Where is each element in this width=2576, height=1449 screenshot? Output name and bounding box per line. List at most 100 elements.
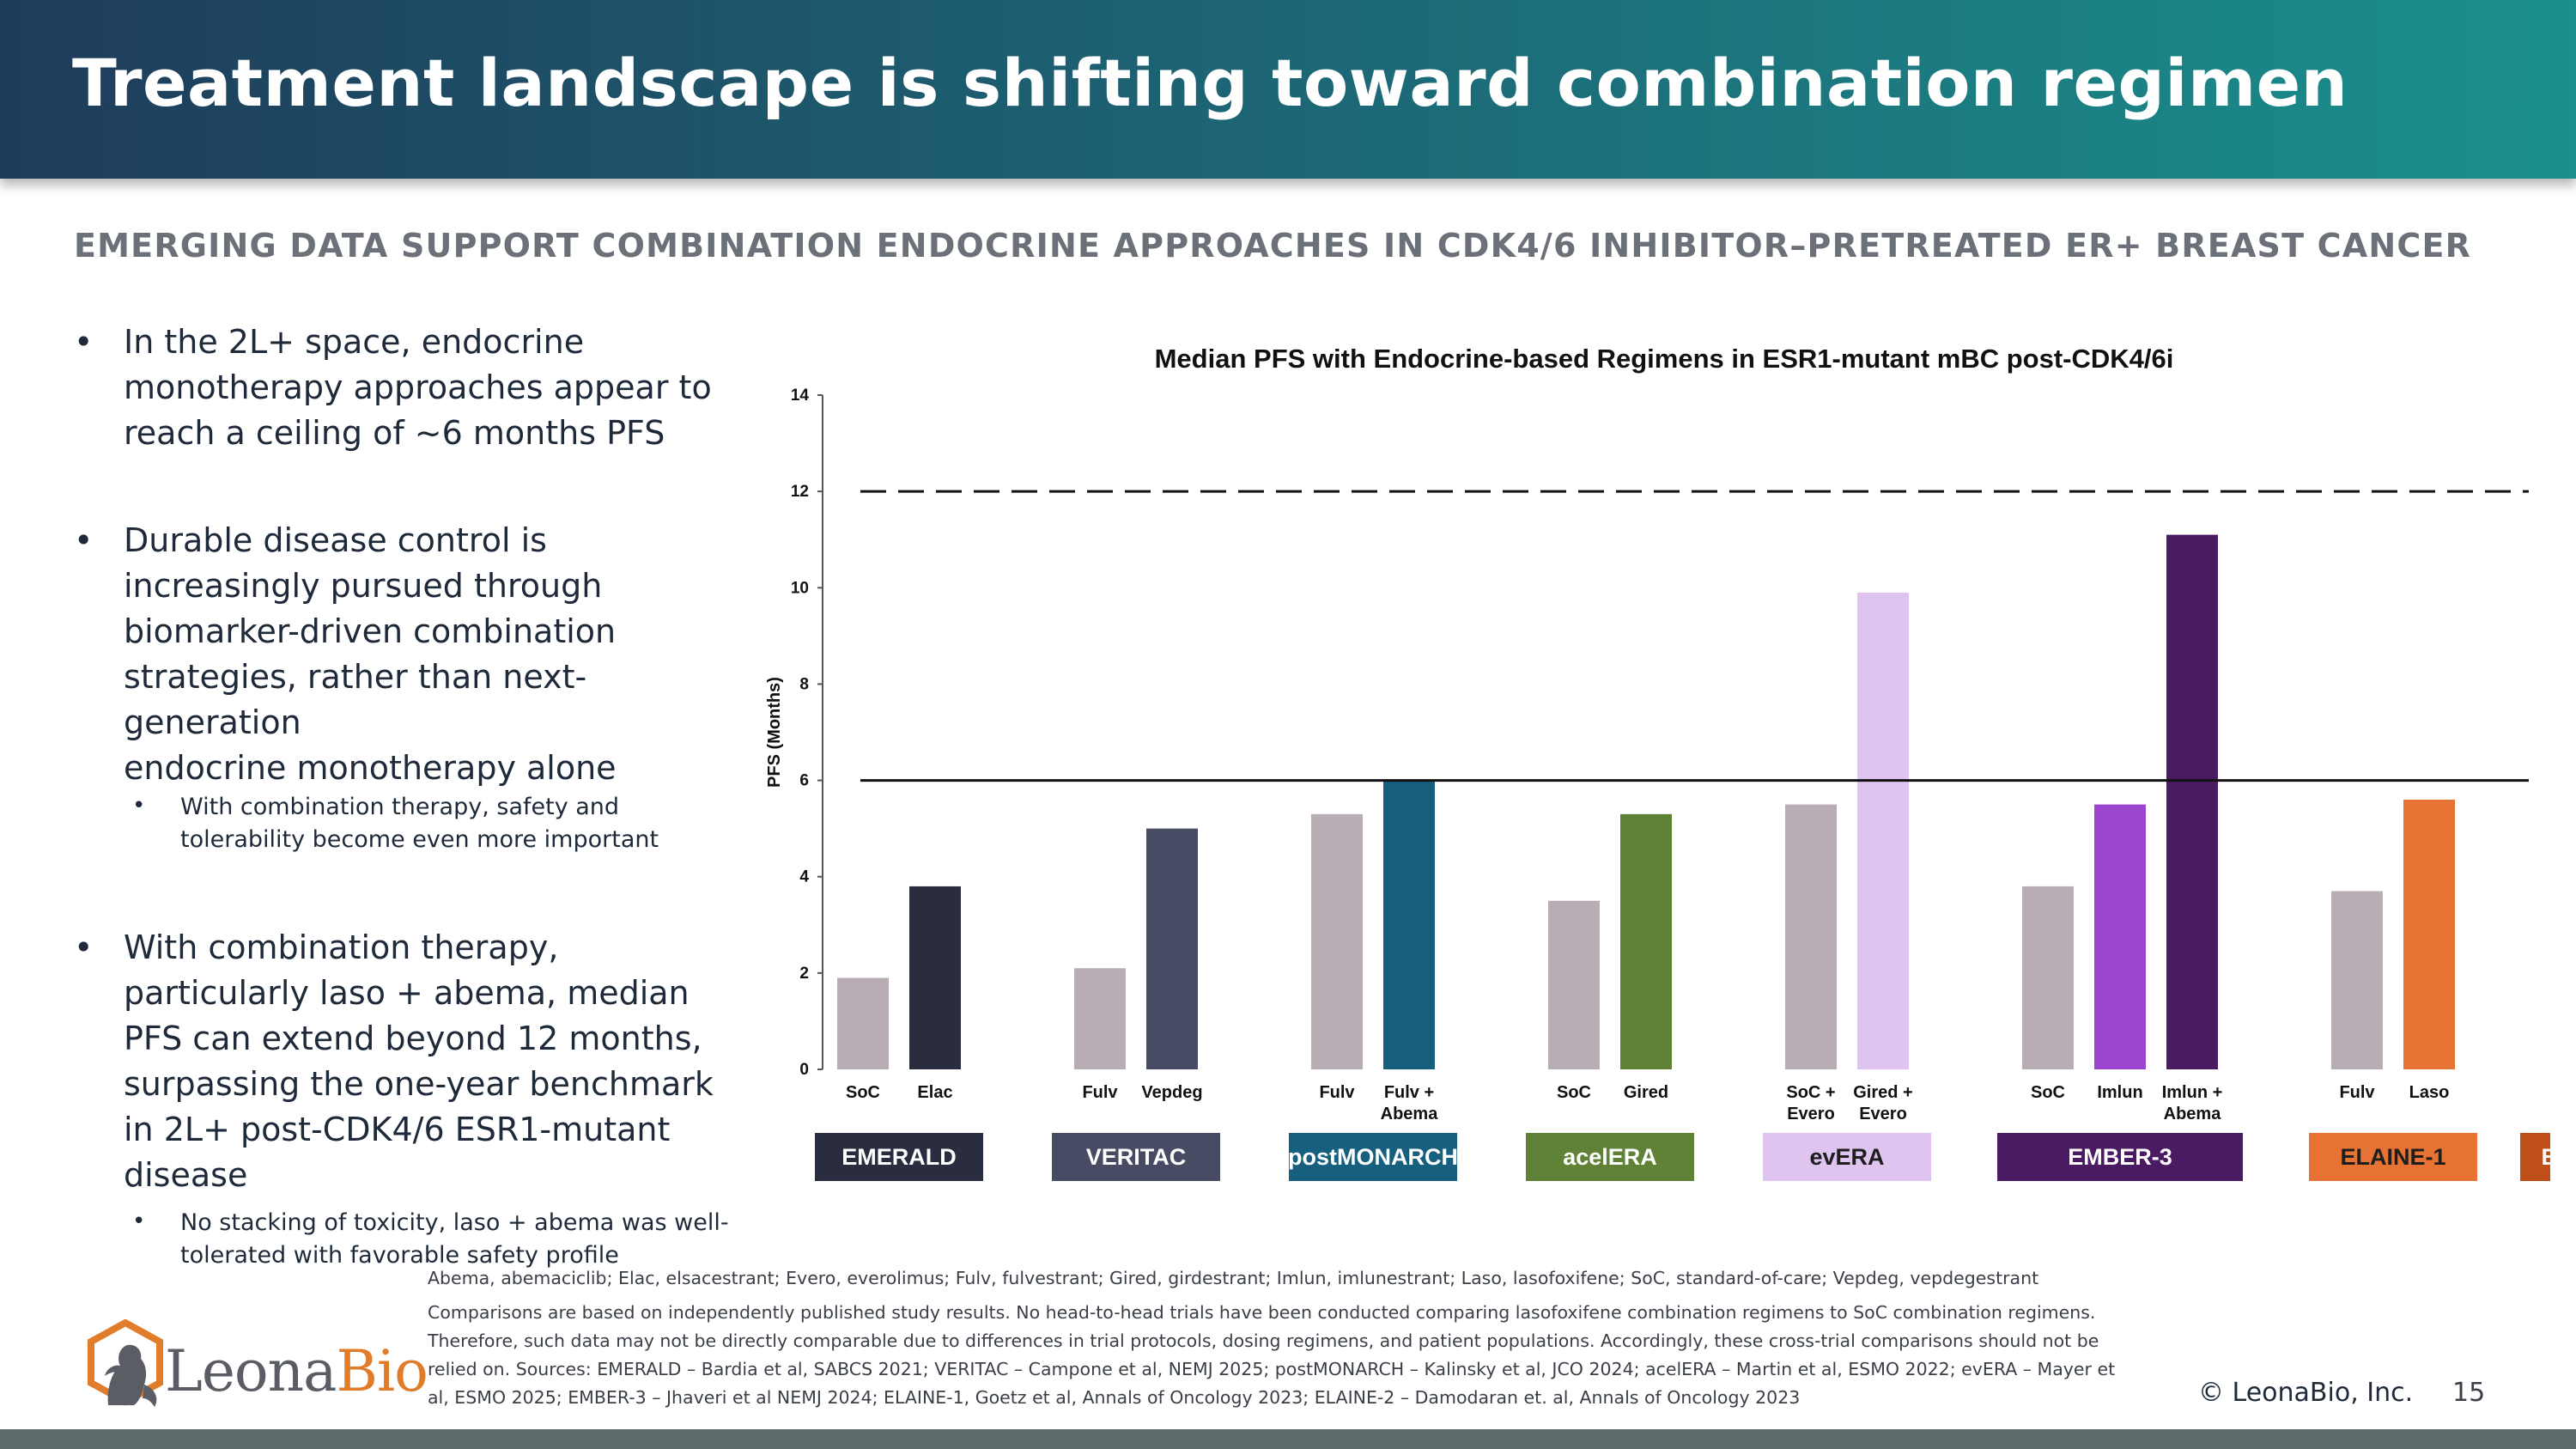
footnotes: Abema, abemaciclib; Elac, elsacestrant; …: [428, 1264, 2214, 1412]
x-tick-label: SoC +: [1786, 1083, 1835, 1102]
bar-evera-1: [1857, 592, 1909, 1069]
bullet-line: in 2L+ post-CDK4/6 ESR1-mutant: [124, 1111, 671, 1148]
chart-canvas: Median PFS with Endocrine-based Regimens…: [765, 344, 2550, 1181]
sub-bullet-dot: •: [132, 793, 146, 819]
y-tick-label: 10: [791, 579, 809, 597]
x-tick-label: Fulv: [2339, 1083, 2375, 1102]
copyright: © LeonaBio, Inc.: [2198, 1378, 2414, 1408]
company-logo: LeonaBio: [82, 1318, 428, 1414]
bar-ember-3-1: [2094, 804, 2146, 1069]
y-tick-label: 2: [799, 965, 809, 983]
slide-subtitle: EMERGING DATA SUPPORT COMBINATION ENDOCR…: [74, 227, 2472, 265]
bullet-line: biomarker-driven combination: [124, 612, 617, 650]
x-tick-label: SoC: [846, 1083, 880, 1102]
bar-evera-0: [1785, 804, 1837, 1069]
pfs-bar-chart: Median PFS with Endocrine-based Regimens…: [756, 326, 2550, 1202]
bullet-3: • With combination therapy, particularly…: [69, 925, 756, 1198]
bullet-dot: •: [74, 323, 94, 361]
bar-acelera-0: [1548, 900, 1600, 1069]
trial-badge-postmonarch: [1289, 1133, 1457, 1181]
bar-emerald-0: [837, 977, 889, 1069]
x-tick-label: Imlun: [2097, 1083, 2142, 1102]
y-tick-label: 6: [799, 772, 809, 790]
x-tick-label: Gired: [1624, 1083, 1668, 1102]
trial-label: ELAINE-2: [2541, 1144, 2550, 1170]
bar-postmonarch-0: [1311, 813, 1363, 1069]
bar-elaine-1-1: [2403, 800, 2455, 1069]
bullet-line: particularly laso + abema, median: [124, 974, 690, 1012]
sub-bullet-2: • With combination therapy, safety and t…: [69, 791, 756, 856]
bullet-dot: •: [74, 521, 94, 559]
bar-emerald-1: [909, 886, 961, 1069]
trial-label: EMBER-3: [2068, 1144, 2172, 1170]
bullet-line: surpassing the one-year benchmark: [124, 1065, 714, 1103]
sub-bullet-line: With combination therapy, safety and: [180, 794, 620, 820]
x-tick-label: SoC: [1557, 1083, 1591, 1102]
bullet-line: With combination therapy,: [124, 928, 559, 966]
slide-title: Treatment landscape is shifting toward c…: [72, 45, 2348, 121]
y-tick-label: 0: [799, 1061, 809, 1079]
trial-badge-veritac: [1052, 1133, 1220, 1181]
bullet-list: • In the 2L+ space, endocrine monotherap…: [69, 320, 756, 1272]
bullet-line: Durable disease control is: [124, 521, 547, 559]
logo-text-leona: Leona: [165, 1338, 337, 1404]
footnote-line: al, ESMO 2025; EMBER-3 – Jhaveri et al N…: [428, 1387, 1801, 1408]
bullet-line: PFS can extend beyond 12 months,: [124, 1020, 702, 1057]
sub-bullet-dot: •: [132, 1209, 146, 1234]
y-axis-label: PFS (Months): [765, 677, 784, 788]
bar-veritac-1: [1146, 828, 1198, 1069]
y-tick-label: 8: [799, 675, 809, 693]
bullet-1: • In the 2L+ space, endocrine monotherap…: [69, 320, 756, 456]
trial-badge-ember-3: [1997, 1133, 2243, 1181]
bar-acelera-1: [1620, 813, 1672, 1069]
y-tick-label: 12: [791, 483, 809, 501]
x-tick-label: Evero: [1787, 1105, 1835, 1123]
bullet-line: endocrine monotherapy alone: [124, 749, 617, 787]
x-tick-label: Abema: [2164, 1105, 2222, 1123]
bullet-line: disease: [124, 1156, 248, 1194]
sub-bullet-line: tolerability become even more important: [180, 826, 659, 853]
x-tick-label: Evero: [1859, 1105, 1907, 1123]
sub-bullet-line: No stacking of toxicity, laso + abema wa…: [180, 1209, 729, 1236]
x-tick-label: Fulv: [1082, 1083, 1118, 1102]
trial-badge-acelera: [1526, 1133, 1694, 1181]
trial-label: evERA: [1809, 1144, 1884, 1170]
x-tick-label: SoC: [2031, 1083, 2065, 1102]
bullet-line: monotherapy approaches appear to: [124, 368, 712, 406]
bar-ember-3-2: [2166, 534, 2218, 1069]
trial-label: ELAINE-1: [2340, 1144, 2445, 1170]
bullet-line: reach a ceiling of ~6 months PFS: [124, 414, 665, 452]
bar-postmonarch-1: [1383, 780, 1435, 1069]
y-tick-label: 4: [799, 868, 809, 886]
footnote-line: Comparisons are based on independently p…: [428, 1302, 2096, 1323]
footnote-line: relied on. Sources: EMERALD – Bardia et …: [428, 1359, 2116, 1379]
bullet-dot: •: [74, 928, 94, 966]
footer-bar: [0, 1429, 2576, 1449]
sub-bullet-3: • No stacking of toxicity, laso + abema …: [69, 1207, 756, 1272]
lion-icon: [88, 1318, 163, 1407]
logo-wordmark: LeonaBio: [165, 1338, 428, 1404]
x-tick-label: Fulv +: [1384, 1083, 1434, 1102]
x-tick-label: Fulv: [1319, 1083, 1355, 1102]
bullet-line: In the 2L+ space, endocrine: [124, 323, 585, 361]
x-tick-label: Gired +: [1853, 1083, 1912, 1102]
x-tick-label: Elac: [917, 1083, 952, 1102]
y-tick-label: 14: [791, 387, 810, 405]
page-number: 15: [2452, 1378, 2486, 1408]
x-tick-label: Laso: [2409, 1083, 2450, 1102]
trial-label: acelERA: [1563, 1144, 1657, 1170]
sub-bullet-line: tolerated with favorable safety profile: [180, 1242, 619, 1269]
bar-veritac-0: [1074, 968, 1126, 1069]
bar-ember-3-0: [2022, 886, 2074, 1069]
x-tick-label: Imlun +: [2162, 1083, 2223, 1102]
bullet-2: • Durable disease control is increasingl…: [69, 518, 756, 791]
x-tick-label: Vepdeg: [1141, 1083, 1202, 1102]
trial-badge-evera: [1763, 1133, 1931, 1181]
bullet-line: increasingly pursued through: [124, 567, 603, 605]
trial-badge-emerald: [815, 1133, 983, 1181]
footnote-abbreviations: Abema, abemaciclib; Elac, elsacestrant; …: [428, 1268, 2039, 1288]
trial-label: EMERALD: [841, 1144, 957, 1170]
footnote-line: Therefore, such data may not be directly…: [428, 1330, 2099, 1351]
x-tick-label: Abema: [1381, 1105, 1439, 1123]
trial-label: VERITAC: [1086, 1144, 1187, 1170]
